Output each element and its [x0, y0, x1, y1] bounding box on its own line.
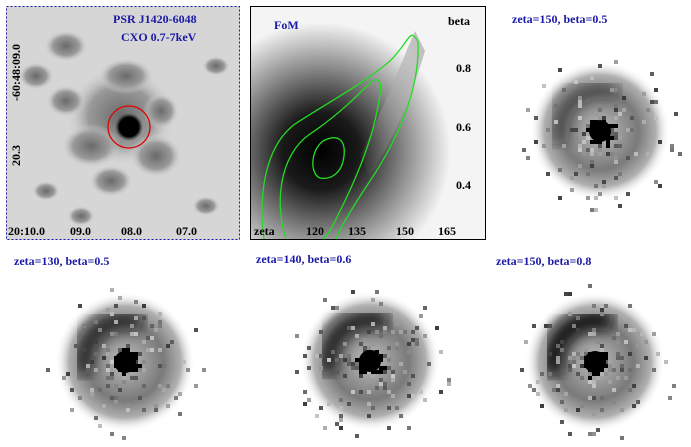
ra-tick-3: 07.0: [176, 224, 197, 238]
model-pwn-image: [522, 60, 682, 212]
ra-tick-2: 08.0: [121, 224, 142, 238]
pulsar-core: [584, 351, 608, 380]
fom-likelihood-surface: [250, 6, 486, 240]
fom-y-tick-2: 0.4: [456, 178, 471, 192]
ra-tick-0: 20:10.0: [8, 224, 45, 238]
jet-arc: [73, 309, 146, 378]
fom-x-tick-3: 165: [438, 224, 456, 238]
fom-x-tick-0: 120: [306, 224, 324, 238]
fom-contours: [261, 34, 419, 240]
pulsar-source: [115, 113, 143, 141]
fom-x-axis-name: zeta: [254, 224, 275, 238]
jet-arc: [548, 78, 621, 147]
model-image-3: [500, 272, 690, 444]
model-pwn-image: [520, 284, 676, 440]
model-image-1: [30, 272, 220, 444]
model-image-0: [510, 32, 690, 222]
xray-image: [6, 6, 240, 240]
contour-middle: [279, 79, 382, 240]
dec-label-bottom: 20.3: [9, 145, 23, 166]
model-image-2: [275, 270, 465, 444]
dec-label-top: -60:48:09.0: [9, 44, 23, 101]
pulsar-core: [586, 120, 618, 148]
pulsar-core: [114, 348, 142, 376]
source-circle: [107, 105, 151, 149]
model-label-0: zeta=150, beta=0.5: [512, 12, 608, 26]
jet-arc: [543, 309, 616, 378]
contour-inner: [312, 137, 345, 180]
fom-map: [250, 6, 486, 240]
xray-image-panel: PSR J1420-6048 CXO 0.7-7keV -60:48:09.0 …: [6, 6, 240, 240]
ra-tick-1: 09.0: [70, 224, 91, 238]
pulsar-core: [355, 350, 387, 374]
fom-x-tick-1: 135: [348, 224, 366, 238]
contour-outer: [261, 34, 419, 240]
model-label-2: zeta=140, beta=0.6: [256, 252, 352, 266]
model-pwn-image: [295, 290, 451, 438]
fom-x-tick-2: 150: [396, 224, 414, 238]
xray-title-line1: PSR J1420-6048: [113, 12, 197, 26]
fom-y-tick-0: 0.8: [456, 61, 471, 75]
fom-y-axis-name: beta: [448, 14, 470, 28]
fom-panel: FoM beta 0.8 0.6 0.4 zeta 120 135 150 16…: [250, 6, 486, 240]
model-label-1: zeta=130, beta=0.5: [14, 254, 110, 268]
fom-label: FoM: [274, 18, 299, 32]
model-label-3: zeta=150, beta=0.8: [496, 254, 592, 268]
xray-title-line2: CXO 0.7-7keV: [121, 30, 197, 44]
model-pwn-image: [46, 288, 206, 440]
fom-y-tick-1: 0.6: [456, 120, 471, 134]
